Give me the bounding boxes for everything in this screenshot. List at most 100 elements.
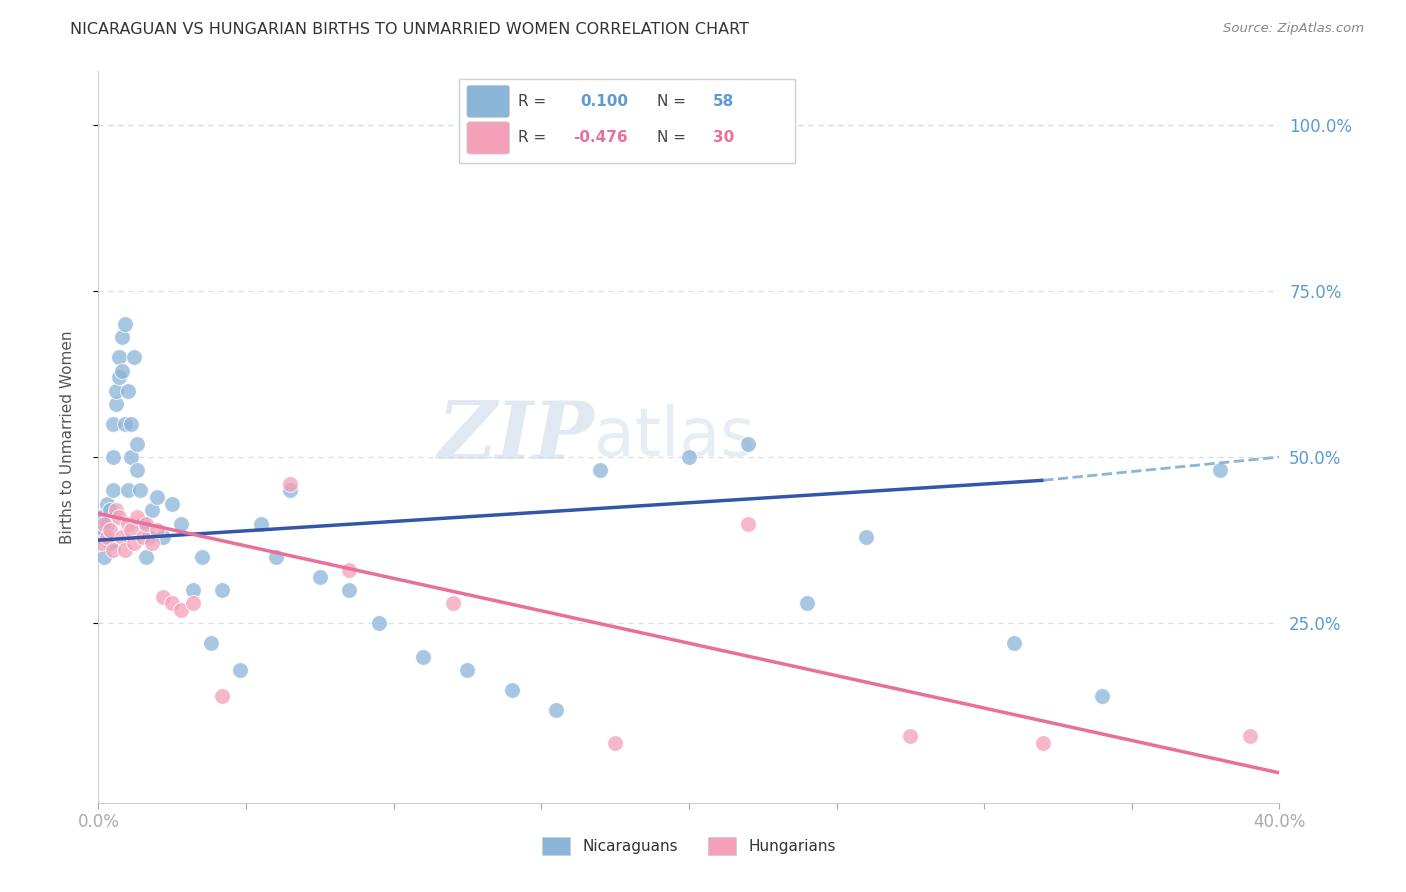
- Point: [96, 516, 118, 531]
- Y-axis label: Births to Unmarried Women: Births to Unmarried Women: [60, 330, 75, 544]
- Point: [211, 690, 233, 704]
- Point: [737, 436, 759, 450]
- Text: NICARAGUAN VS HUNGARIAN BIRTHS TO UNMARRIED WOMEN CORRELATION CHART: NICARAGUAN VS HUNGARIAN BIRTHS TO UNMARR…: [70, 22, 749, 37]
- Point: [456, 663, 478, 677]
- Point: [125, 436, 148, 450]
- Point: [105, 397, 128, 411]
- Point: [181, 596, 204, 610]
- Point: [152, 530, 174, 544]
- Point: [125, 509, 148, 524]
- Point: [278, 476, 302, 491]
- Point: [96, 530, 118, 544]
- Point: [132, 516, 155, 531]
- Point: [108, 351, 131, 365]
- Point: [108, 509, 131, 524]
- Point: [120, 523, 142, 537]
- Point: [117, 483, 139, 498]
- Point: [146, 523, 169, 537]
- Point: [1239, 729, 1261, 743]
- Point: [120, 417, 142, 431]
- Point: [105, 503, 128, 517]
- Point: [339, 582, 360, 597]
- Point: [93, 549, 115, 564]
- Point: [211, 582, 233, 597]
- Point: [796, 596, 818, 610]
- Point: [141, 503, 163, 517]
- Point: [98, 536, 121, 550]
- Point: [737, 516, 759, 531]
- Point: [135, 516, 157, 531]
- Point: [162, 497, 183, 511]
- Text: Source: ZipAtlas.com: Source: ZipAtlas.com: [1223, 22, 1364, 36]
- Point: [103, 543, 125, 558]
- Point: [605, 736, 627, 750]
- Point: [96, 497, 118, 511]
- Point: [114, 417, 136, 431]
- Point: [501, 682, 523, 697]
- Point: [105, 384, 128, 398]
- Text: N =: N =: [657, 94, 690, 109]
- FancyBboxPatch shape: [458, 78, 796, 162]
- Point: [117, 516, 139, 531]
- Point: [855, 530, 877, 544]
- Point: [90, 530, 112, 544]
- Point: [368, 616, 391, 631]
- Point: [114, 543, 136, 558]
- Point: [339, 563, 360, 577]
- Point: [170, 603, 193, 617]
- Text: -0.476: -0.476: [574, 130, 628, 145]
- Point: [152, 590, 174, 604]
- Point: [678, 450, 700, 464]
- Point: [162, 596, 183, 610]
- Point: [93, 523, 115, 537]
- Point: [181, 582, 204, 597]
- FancyBboxPatch shape: [467, 122, 509, 154]
- Point: [125, 463, 148, 477]
- Legend: Nicaraguans, Hungarians: Nicaraguans, Hungarians: [536, 831, 842, 861]
- Point: [103, 450, 125, 464]
- Point: [141, 536, 163, 550]
- Point: [278, 483, 302, 498]
- Point: [1032, 736, 1054, 750]
- Point: [90, 509, 112, 524]
- Point: [103, 483, 125, 498]
- Point: [93, 516, 115, 531]
- Point: [309, 570, 332, 584]
- Point: [135, 549, 157, 564]
- Point: [1002, 636, 1025, 650]
- Point: [546, 703, 568, 717]
- Point: [98, 523, 121, 537]
- Text: N =: N =: [657, 130, 690, 145]
- FancyBboxPatch shape: [467, 86, 509, 118]
- Text: atlas: atlas: [595, 404, 755, 470]
- Point: [200, 636, 222, 650]
- Text: R =: R =: [517, 94, 551, 109]
- Point: [146, 490, 169, 504]
- Text: ZIP: ZIP: [437, 399, 595, 475]
- Point: [122, 351, 145, 365]
- Point: [98, 503, 121, 517]
- Point: [170, 516, 193, 531]
- Point: [128, 483, 150, 498]
- Point: [90, 536, 112, 550]
- Point: [1209, 463, 1232, 477]
- Point: [117, 384, 139, 398]
- Text: 58: 58: [713, 94, 734, 109]
- Point: [138, 530, 160, 544]
- Point: [589, 463, 612, 477]
- Text: 0.100: 0.100: [581, 94, 628, 109]
- Text: R =: R =: [517, 130, 551, 145]
- Point: [122, 536, 145, 550]
- Point: [264, 549, 287, 564]
- Point: [412, 649, 434, 664]
- Point: [103, 417, 125, 431]
- Point: [441, 596, 464, 610]
- Point: [111, 330, 134, 344]
- Point: [111, 530, 134, 544]
- Point: [1091, 690, 1114, 704]
- Point: [111, 363, 134, 377]
- Point: [229, 663, 252, 677]
- Point: [108, 370, 131, 384]
- Point: [132, 530, 155, 544]
- Point: [120, 450, 142, 464]
